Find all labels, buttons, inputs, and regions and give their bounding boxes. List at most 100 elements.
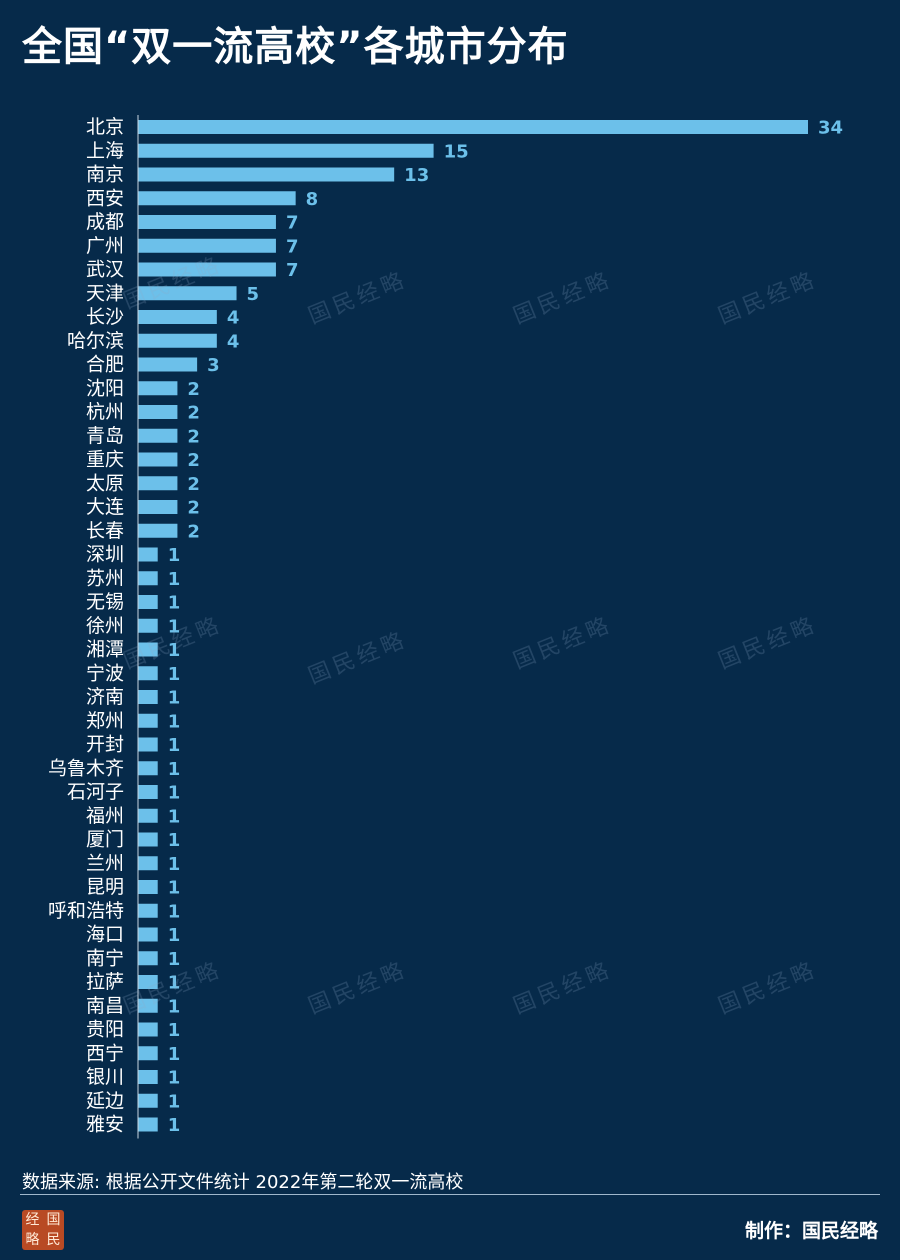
bar-天津 [138,286,237,301]
logo-char: 略 [25,1232,40,1248]
value-label: 1 [168,640,181,661]
bar-无锡 [138,595,158,609]
category-label: 西宁 [86,1042,124,1064]
value-label: 1 [168,664,181,685]
category-label: 贵阳 [86,1019,124,1041]
category-label: 武汉 [86,259,124,281]
bar-延边 [138,1093,158,1108]
bar-北京 [138,120,808,134]
bar-银川 [138,1070,158,1084]
bar-大连 [138,500,178,514]
value-label: 8 [306,189,319,210]
source-note: 数据来源: 根据公开文件统计 2022年第二轮双一流高校 [22,1172,464,1193]
logo-char: 经 [25,1212,40,1228]
bar-海口 [138,927,158,942]
category-label: 太原 [86,472,124,494]
category-label: 南宁 [86,947,124,969]
value-label: 1 [168,973,181,994]
bar-重庆 [138,452,178,467]
value-label: 1 [168,759,181,780]
value-label: 1 [168,830,181,851]
value-label: 3 [207,355,220,376]
bar-厦门 [138,832,158,847]
bar-上海 [138,143,434,158]
bar-开封 [138,737,158,752]
category-label: 延边 [86,1090,124,1112]
bar-石河子 [138,785,158,799]
bar-太原 [138,476,178,491]
category-label: 成都 [86,211,124,233]
value-label: 7 [286,236,299,257]
category-label: 上海 [86,140,124,162]
bar-湘潭 [138,642,158,657]
bar-chart: 北京上海南京西安成都广州武汉天津长沙哈尔滨合肥沈阳杭州青岛重庆太原大连长春深圳苏… [48,115,843,1139]
category-label: 杭州 [86,401,124,423]
value-label: 4 [227,308,240,329]
bar-合肥 [138,357,198,372]
category-label: 长春 [86,520,124,542]
bar-成都 [138,215,276,229]
logo-char: 国 [46,1212,61,1228]
category-label: 长沙 [86,306,124,328]
category-label: 兰州 [86,852,124,874]
bar-长春 [138,523,178,538]
category-label: 西安 [86,187,124,209]
category-label: 沈阳 [86,377,124,399]
bar-呼和浩特 [138,903,158,918]
bars-group [138,120,808,1132]
category-label: 北京 [86,116,124,138]
category-label: 大连 [86,496,124,518]
category-label: 海口 [86,924,124,946]
category-label: 徐州 [86,615,124,637]
value-label: 2 [187,450,200,471]
value-label: 2 [187,426,200,447]
bar-南宁 [138,951,158,966]
category-label: 银川 [86,1066,124,1088]
bar-福州 [138,808,158,823]
value-label: 1 [168,1044,181,1065]
value-label: 1 [168,735,181,756]
value-label: 1 [168,925,181,946]
bar-广州 [138,238,276,253]
value-label: 4 [227,331,240,352]
bar-贵阳 [138,1022,158,1037]
value-label: 15 [444,141,469,162]
value-label: 1 [168,1068,181,1089]
value-label: 7 [286,213,299,234]
category-label: 无锡 [86,591,124,613]
bar-南京 [138,167,395,182]
category-label: 呼和浩特 [48,900,124,922]
bar-西安 [138,191,296,206]
bar-兰州 [138,856,158,871]
value-label: 34 [818,118,843,139]
bar-沈阳 [138,381,178,396]
bar-郑州 [138,713,158,728]
value-label: 7 [286,260,299,281]
bar-雅安 [138,1117,158,1132]
bar-杭州 [138,405,178,419]
value-label: 5 [247,284,260,305]
value-label: 1 [168,616,181,637]
value-label: 1 [168,593,181,614]
bar-哈尔滨 [138,333,217,348]
value-label: 1 [168,545,181,566]
value-label: 1 [168,901,181,922]
category-label: 广州 [86,235,124,257]
footer-divider [20,1194,880,1195]
category-label: 昆明 [86,876,124,898]
value-label: 2 [187,403,200,424]
bar-徐州 [138,618,158,633]
category-label: 宁波 [86,662,124,684]
category-label: 哈尔滨 [67,330,124,352]
category-label: 深圳 [86,544,124,566]
bar-长沙 [138,310,217,324]
category-label: 苏州 [86,567,124,589]
bar-济南 [138,690,158,704]
bar-昆明 [138,880,158,894]
category-label: 合肥 [86,354,124,376]
value-label: 2 [187,521,200,542]
value-label: 1 [168,996,181,1017]
value-labels-group: 3415138777544322222221111111111111111111… [168,118,843,1137]
category-label: 拉萨 [86,971,124,993]
value-label: 2 [187,498,200,519]
